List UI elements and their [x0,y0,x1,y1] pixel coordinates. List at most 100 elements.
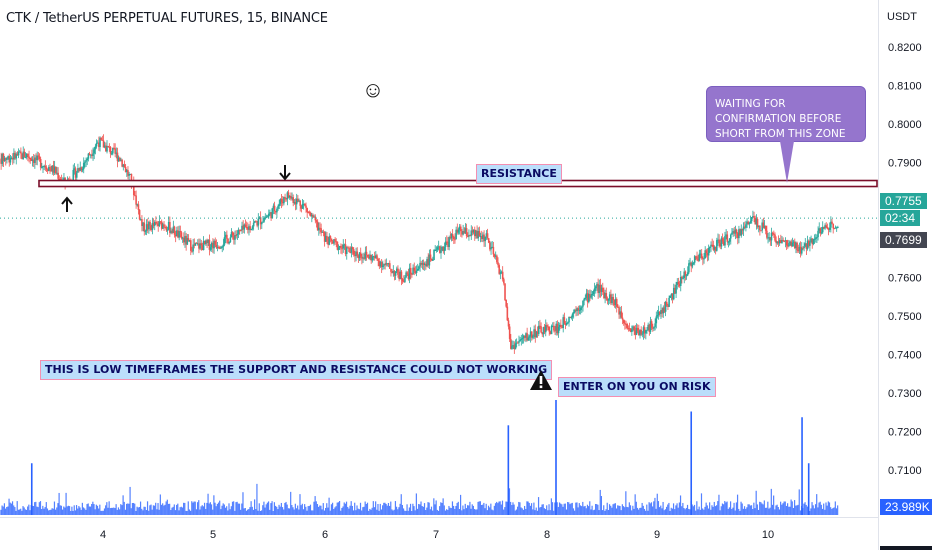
volume-bar [692,506,694,515]
candle-body [792,241,795,243]
volume-bar [484,508,486,515]
volume-bar [551,502,554,515]
candle-body [753,216,755,218]
candle-body [230,232,233,238]
volume-bar [184,502,186,515]
candle-body [109,147,112,154]
candle-body [294,202,297,205]
candle-body [505,300,507,307]
candle-body [554,330,556,332]
volume-bar [677,507,679,515]
volume-bar [449,507,451,515]
candle-body [212,242,214,249]
price-axis[interactable]: 0.8200 0.8100 0.8000 0.7900 0.7600 0.7500 0.74… [878,0,932,550]
candle-body [101,139,104,141]
candle-body [522,335,525,339]
candle-body [664,301,667,312]
candle-body [544,324,547,333]
time-axis[interactable]: 4 5 6 7 8 9 10 [0,517,878,551]
low-timeframe-note[interactable]: THIS IS LOW TIMEFRAMES THE SUPPORT AND R… [40,360,553,380]
candle-body [434,250,436,252]
volume-bar [521,508,523,515]
candle-body [588,294,590,303]
volume-bar [412,503,414,515]
volume-bar [590,509,592,515]
volume-bar [336,502,338,515]
candle-body [605,292,608,299]
volume-bar [328,497,330,515]
volume-bar [162,503,164,515]
candle-body [725,234,727,237]
price-chart[interactable] [0,0,878,517]
candle-body [816,237,818,239]
volume-bar [407,510,409,515]
candle-body [285,198,288,200]
risk-note[interactable]: ENTER ON YOU ON RISK [558,377,716,397]
volume-bar [398,507,400,515]
candle-body [757,225,760,227]
candle-body [401,279,404,282]
candle-body [733,231,736,234]
candle-body [43,165,45,167]
candle-body [511,345,513,349]
candle-body [319,227,321,229]
symbol-title[interactable]: CTK / TetherUS PERPETUAL FUTURES, 15, BI… [6,11,328,26]
volume-bar [505,501,507,515]
volume-bar [198,500,200,515]
volume-bar [330,504,333,515]
volume-bar [266,502,269,515]
volume-bar [148,510,150,515]
candle-body [23,151,26,158]
volume-bar [674,509,676,515]
candle-body [240,229,242,231]
volume-bar [469,501,471,515]
candle-body [73,168,76,170]
volume-bar [122,495,124,515]
candle-body [642,327,645,334]
volume-bar [171,507,173,515]
volume-bar [413,506,415,515]
candle-body [496,255,498,263]
volume-bar [129,486,131,515]
candle-body [769,237,772,241]
candle-body [272,205,275,209]
volume-bar [803,503,805,515]
confirmation-callout[interactable]: WAITING FOR CONFIRMATION BEFORE SHORT FR… [706,86,866,142]
resistance-label[interactable]: RESISTANCE [476,164,562,184]
volume-bar [169,503,171,515]
volume-bar [710,509,712,515]
candle-body [518,341,520,343]
candle-body [291,197,293,199]
candle-body [329,236,332,239]
candle-body [151,223,154,230]
candle-body [257,218,260,226]
candle-body [589,294,591,298]
candle-body [810,238,812,243]
volume-bar [59,505,61,515]
volume-bar [167,503,170,515]
volume-bar [814,504,817,515]
candle-body [243,224,246,230]
candle-body [622,319,625,324]
volume-bar [114,508,116,515]
candle-body [638,330,640,336]
volume-bar [2,506,4,515]
volume-bar [159,494,161,515]
volume-bar [259,510,262,515]
volume-bar [468,505,470,515]
candle-body [395,268,398,272]
volume-bar [153,505,156,515]
volume-bar [72,510,74,515]
candle-body [400,271,403,280]
candle-body [293,202,296,204]
volume-bar [172,506,174,515]
candle-body [624,323,626,325]
candle-body [85,160,87,162]
candle-body [271,208,274,219]
candle-body [615,299,618,307]
candle-body [809,242,811,246]
volume-bar [667,504,669,515]
volume-bar [760,502,762,515]
candle-body [376,255,378,259]
